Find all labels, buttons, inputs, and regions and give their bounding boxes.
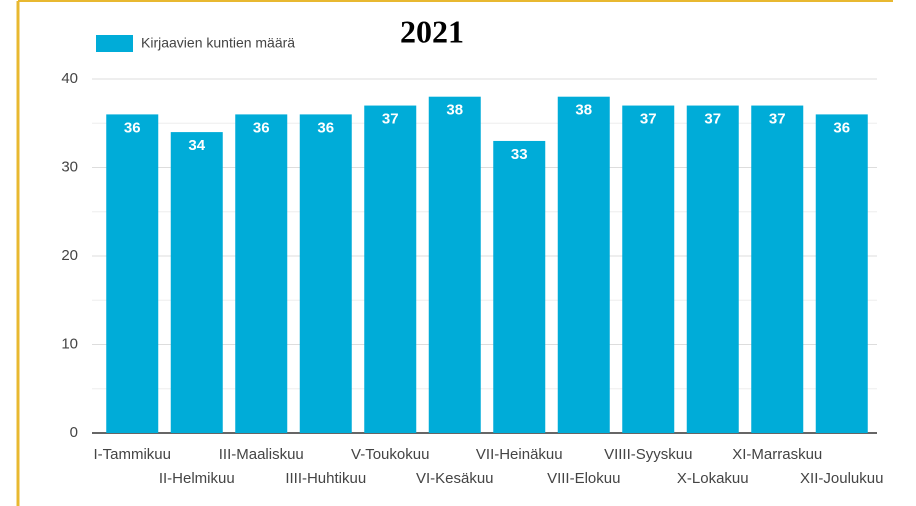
value-label: 36 (317, 119, 334, 136)
value-label: 36 (124, 119, 141, 136)
bar (622, 105, 675, 434)
x-tick-label: VIII-Elokuu (547, 470, 620, 487)
x-tick-label: XII-Joulukuu (800, 470, 883, 487)
y-tick-label: 10 (61, 335, 78, 352)
value-label: 36 (253, 119, 270, 136)
value-label: 37 (640, 111, 657, 128)
value-label: 36 (833, 119, 850, 136)
bar (751, 105, 804, 434)
x-tick-label: IIII-Huhtikuu (285, 470, 366, 487)
x-tick-label: VIIII-Syyskuu (604, 446, 692, 463)
x-tick-label: V-Toukokuu (351, 446, 429, 463)
value-label: 37 (704, 111, 721, 128)
value-label: 33 (511, 146, 528, 163)
bar (557, 96, 610, 433)
y-tick-label: 0 (70, 424, 78, 441)
bar (106, 114, 159, 434)
x-tick-label: VII-Heinäkuu (476, 446, 563, 463)
x-tick-label: I-Tammikuu (93, 446, 171, 463)
x-tick-label: III-Maaliskuu (219, 446, 304, 463)
value-label: 38 (575, 102, 592, 119)
chart-title: 2021 (400, 13, 464, 49)
y-tick-label: 40 (61, 70, 78, 87)
legend-label: Kirjaavien kuntien määrä (141, 35, 295, 51)
bar (428, 96, 481, 433)
value-label: 37 (382, 111, 399, 128)
x-tick-label: XI-Marraskuu (732, 446, 822, 463)
x-tick-label: X-Lokakuu (677, 470, 749, 487)
bar (235, 114, 288, 434)
bar (815, 114, 868, 434)
bar (170, 132, 223, 433)
bar (686, 105, 739, 434)
legend-swatch (96, 35, 133, 52)
value-label: 34 (188, 137, 205, 154)
bar (299, 114, 352, 434)
x-tick-label: VI-Kesäkuu (416, 470, 494, 487)
value-label: 38 (446, 102, 463, 119)
bar (493, 140, 546, 433)
value-label: 37 (769, 111, 786, 128)
y-tick-label: 20 (61, 247, 78, 264)
y-tick-label: 30 (61, 158, 78, 175)
x-tick-label: II-Helmikuu (159, 470, 235, 487)
bar (364, 105, 417, 434)
